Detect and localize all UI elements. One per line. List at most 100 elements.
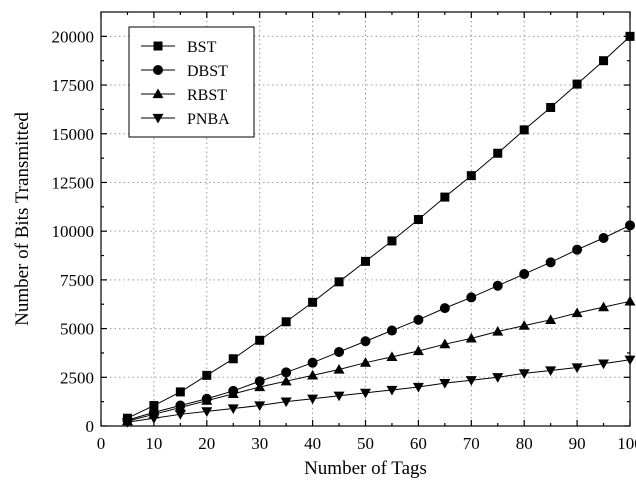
data-point-pnba [545,366,557,376]
data-point-rbst [333,364,345,374]
y-tick-label: 20000 [52,27,95,46]
x-tick-label: 30 [251,434,268,453]
x-tick-label: 20 [198,434,215,453]
data-point-rbst [201,395,213,405]
data-point-bst [493,148,503,158]
data-point-dbst [254,376,265,387]
x-tick-label: 50 [357,434,374,453]
data-point-dbst [386,325,397,336]
data-point-bst [334,277,344,287]
data-point-rbst [465,332,477,343]
data-point-rbst [412,345,424,356]
y-tick-label: 17500 [52,76,95,95]
x-tick-label: 100 [617,434,636,453]
data-point-bst [440,192,450,202]
data-point-bst [519,125,529,135]
data-point-pnba [227,404,239,414]
series-rbst [121,295,636,426]
data-point-dbst [281,367,292,378]
series-line-rbst [127,300,631,422]
data-point-bst [149,401,159,411]
y-tick-label: 10000 [52,222,95,241]
legend: BST DBST RBST PNBA [128,26,255,138]
data-point-dbst [519,269,530,280]
y-tick-label: 5000 [60,320,94,339]
data-point-pnba [333,391,345,402]
data-point-pnba [492,373,504,383]
data-point-pnba [148,414,160,424]
data-point-rbst [174,401,186,412]
data-point-pnba [174,410,186,420]
data-point-pnba [412,382,424,393]
legend-box [128,26,255,138]
y-tick-label: 7500 [60,271,94,290]
data-point-pnba [307,394,319,405]
data-point-rbst [307,369,319,380]
legend-marker-pnba [152,113,164,124]
data-point-bst [361,256,370,266]
series-pnba [121,355,636,428]
data-point-dbst [598,232,609,243]
data-point-dbst [492,280,503,291]
data-point-pnba [254,401,266,412]
legend-marker-dbst [153,65,163,75]
data-point-bst [308,297,318,307]
data-point-pnba [598,359,610,370]
data-point-rbst [518,320,530,330]
data-point-dbst [572,244,583,255]
data-point-pnba [386,385,398,396]
x-tick-label: 0 [97,434,106,453]
data-point-pnba [465,376,477,386]
data-point-bst [387,236,397,246]
data-point-bst [599,56,609,66]
data-point-dbst [413,314,424,325]
data-point-bst [572,79,582,89]
legend-marker-rbst [152,88,164,99]
x-tick-label: 90 [569,434,586,453]
x-axis-title: Number of Tags [304,458,427,479]
data-point-pnba [360,388,371,399]
series-line-pnba [127,359,631,423]
data-point-rbst [280,375,292,386]
data-point-bst [466,171,476,181]
data-point-rbst [254,381,266,392]
axis-ticks: 0 10 20 30 40 50 60 70 80 90 100 0 2500 5000 7500 10000… [52,12,636,453]
data-point-dbst [466,292,477,303]
data-point-rbst [571,307,583,318]
data-point-rbst [227,388,239,398]
data-point-rbst [360,357,371,367]
data-point-dbst [545,257,556,268]
data-point-pnba [201,407,213,417]
data-point-dbst [307,357,318,368]
x-tick-label: 40 [304,434,321,453]
data-point-bst [281,317,291,327]
x-tick-label: 80 [516,434,533,453]
data-point-bst [255,335,265,345]
data-point-dbst [439,303,450,314]
data-point-bst [228,354,238,364]
data-point-bst [546,102,556,112]
data-point-pnba [571,363,583,374]
legend-marker-bst [153,41,163,51]
data-point-rbst [492,326,504,336]
data-point-rbst [439,338,451,349]
data-point-bst [202,370,212,380]
data-point-rbst [545,314,557,324]
data-point-dbst [334,346,345,357]
legend-label-rbst: RBST [187,87,227,104]
y-axis-title: Number of Bits Transmitted [12,112,33,326]
legend-label-pnba: PNBA [187,111,230,128]
y-tick-label: 2500 [60,368,94,387]
data-point-dbst [360,336,371,347]
data-point-rbst [598,301,610,312]
x-tick-label: 60 [410,434,427,453]
data-point-pnba [280,397,292,408]
y-tick-label: 0 [86,417,95,436]
y-tick-label: 12500 [52,173,95,192]
x-tick-label: 70 [463,434,480,453]
legend-label-bst: BST [187,39,217,56]
y-tick-label: 15000 [52,125,95,144]
data-point-bst [175,387,185,397]
data-point-pnba [439,379,451,389]
